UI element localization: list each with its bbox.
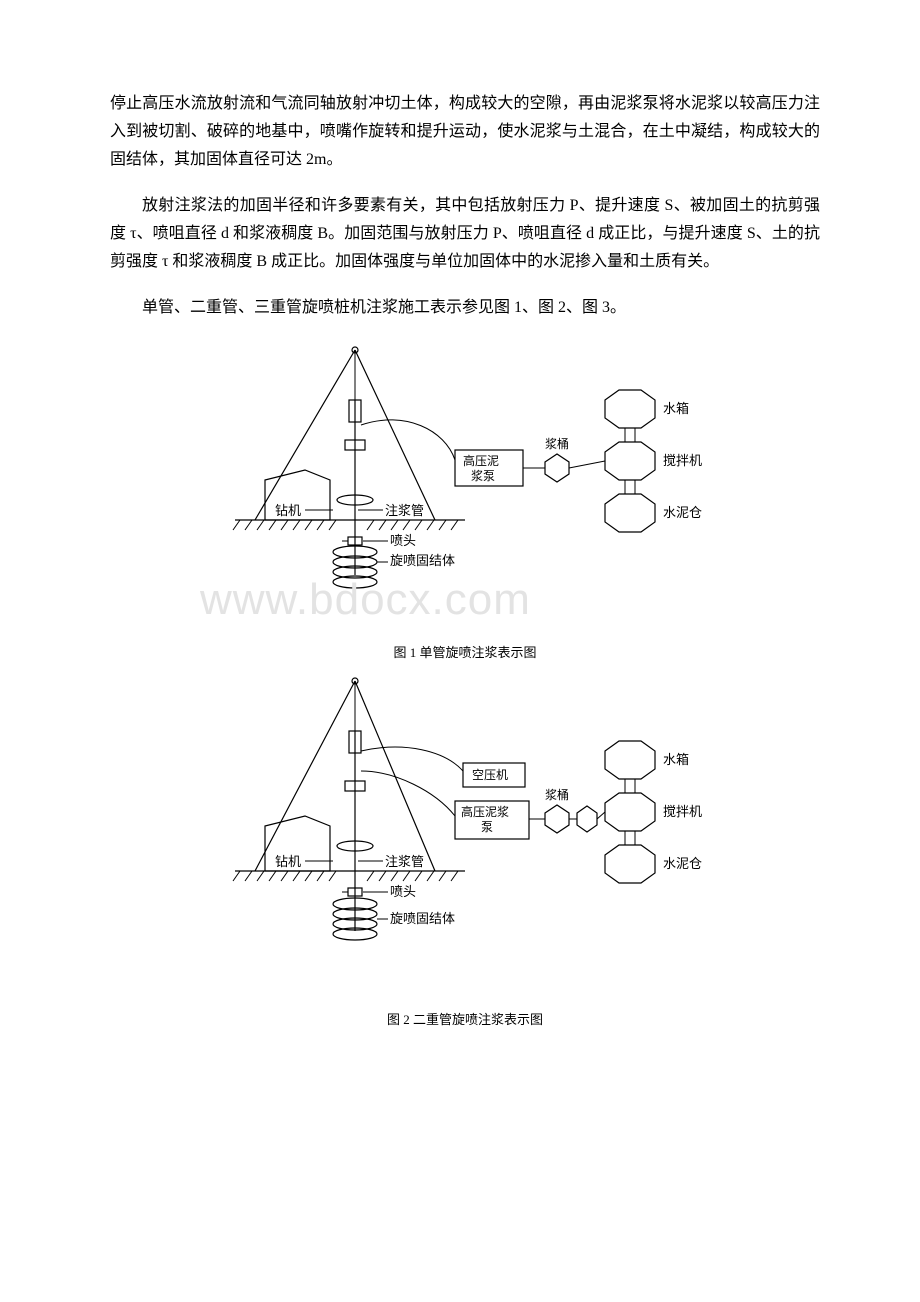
label-bucket: 浆桶 bbox=[545, 436, 569, 451]
figure-1-svg: 钻机 注浆管 喷头 旋喷固结体 高压泥 浆泵 浆桶 bbox=[205, 340, 725, 640]
figure-1-caption: 图 1 单管旋喷注浆表示图 bbox=[110, 642, 820, 661]
figure-2: 钻机 注浆管 喷头 旋喷固结体 空压机 高压泥浆 泵 浆桶 bbox=[110, 671, 820, 1028]
label-compressor: 空压机 bbox=[472, 768, 508, 782]
label-solid-2: 旋喷固结体 bbox=[390, 911, 455, 926]
label-nozzle-2: 喷头 bbox=[390, 884, 416, 899]
label-nozzle: 喷头 bbox=[390, 533, 416, 548]
label-cement-2: 水泥仓 bbox=[663, 856, 702, 871]
label-pump2-l1: 高压泥浆 bbox=[461, 804, 509, 819]
figure-1: www.bdocx.com bbox=[110, 340, 820, 661]
label-solid: 旋喷固结体 bbox=[390, 553, 455, 568]
label-mixer: 搅拌机 bbox=[663, 453, 702, 468]
label-drill-2: 钻机 bbox=[275, 854, 301, 869]
label-tank-2: 水箱 bbox=[663, 752, 689, 767]
label-mixer-2: 搅拌机 bbox=[663, 804, 702, 819]
label-tank: 水箱 bbox=[663, 401, 689, 416]
paragraph-3: 单管、二重管、三重管旋喷桩机注浆施工表示参见图 1、图 2、图 3。 bbox=[110, 294, 820, 322]
label-bucket-2: 浆桶 bbox=[545, 787, 569, 802]
figure-2-caption: 图 2 二重管旋喷注浆表示图 bbox=[110, 1009, 820, 1028]
label-cement: 水泥仓 bbox=[663, 505, 702, 520]
paragraph-2: 放射注浆法的加固半径和许多要素有关，其中包括放射压力 P、提升速度 S、被加固土… bbox=[110, 192, 820, 276]
paragraph-1: 停止高压水流放射流和气流同轴放射冲切土体，构成较大的空隙，再由泥浆泵将水泥浆以较… bbox=[110, 90, 820, 174]
label-pump2-l2: 泵 bbox=[481, 820, 493, 834]
label-pump-l2: 浆泵 bbox=[471, 468, 495, 483]
label-pipe-2: 注浆管 bbox=[385, 854, 424, 869]
label-pipe: 注浆管 bbox=[385, 503, 424, 518]
label-pump-l1: 高压泥 bbox=[463, 453, 499, 468]
figure-2-svg: 钻机 注浆管 喷头 旋喷固结体 空压机 高压泥浆 泵 浆桶 bbox=[205, 671, 725, 991]
label-drill: 钻机 bbox=[275, 503, 301, 518]
